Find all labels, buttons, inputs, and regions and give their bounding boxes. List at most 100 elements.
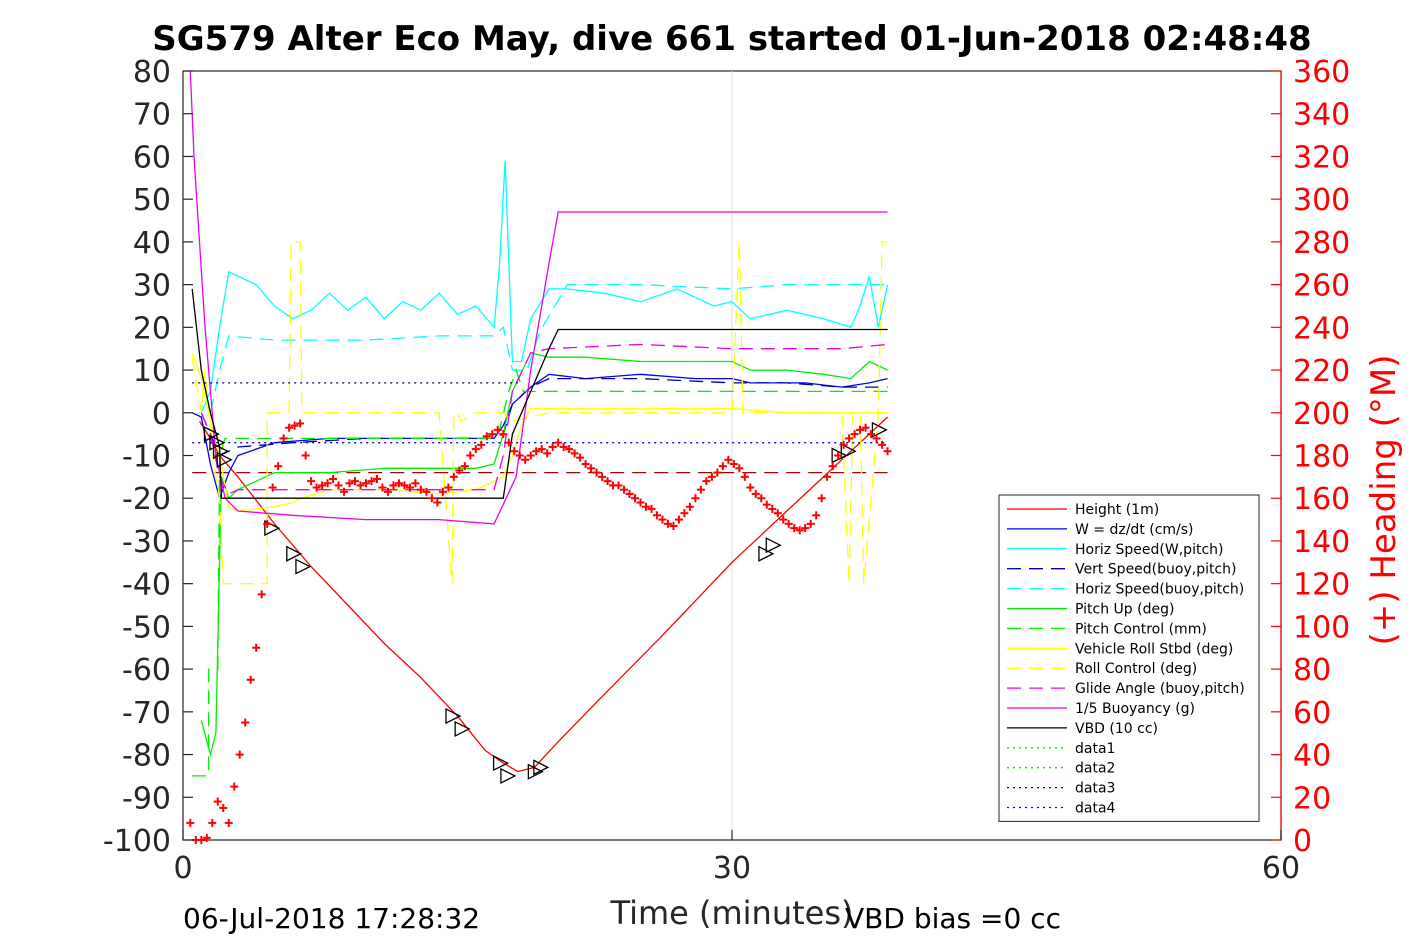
heading-point [652, 511, 661, 520]
heading-point [762, 500, 771, 509]
heading-point [784, 519, 793, 528]
y-tick-label: -90 [122, 781, 171, 816]
heading-point [510, 447, 519, 456]
heading-point [296, 419, 305, 428]
heading-point [845, 434, 854, 443]
dive-marker [533, 759, 550, 776]
series-line-6 [200, 352, 888, 758]
heading-point [674, 515, 683, 524]
heading-point [598, 472, 607, 481]
heading-layer [186, 419, 892, 844]
dive-marker [454, 720, 471, 737]
heading-point [449, 472, 458, 481]
heading-point [641, 502, 650, 511]
heading-point [576, 453, 585, 462]
series-line-7 [192, 368, 888, 777]
legend-label: data2 [1075, 761, 1115, 777]
y-axis-right: 3603403203002802602402202001801601401201… [1271, 55, 1350, 859]
dive-marker [492, 755, 510, 772]
heading-point [416, 485, 425, 494]
heading-point [405, 483, 414, 492]
dive-marker [295, 558, 312, 575]
heading-point [438, 487, 447, 496]
y-tick-label: -100 [103, 824, 171, 859]
y2-tick-label: 180 [1293, 440, 1350, 475]
heading-point [878, 440, 887, 449]
heading-point [581, 460, 590, 469]
heading-point [488, 430, 497, 439]
dive-marker [527, 763, 544, 780]
y-tick-label: -70 [122, 696, 171, 731]
heading-point [329, 474, 338, 483]
series-line-2 [191, 373, 888, 501]
dive-marker [871, 421, 888, 438]
heading-point [202, 833, 211, 842]
heading-point [285, 423, 294, 432]
legend-label: Horiz Speed(W,pitch) [1075, 542, 1223, 558]
series-line-3 [200, 160, 889, 414]
heading-point [658, 515, 667, 524]
y-axis-left: 80 70 60 50 40 30 20 10 0 -10 -20 -30 -40 -50 -60 -70 -8… [103, 55, 193, 859]
heading-point [268, 483, 277, 492]
heading-point [702, 477, 711, 486]
heading-point [636, 498, 645, 507]
y2-axis-label: (+) Heading (°M) [1364, 355, 1404, 646]
heading-point [713, 468, 722, 477]
y2-tick-label: 40 [1293, 739, 1331, 774]
heading-point [241, 718, 250, 727]
y-tick-label: -60 [122, 653, 171, 688]
x-tick-label: 30 [713, 851, 751, 886]
y2-tick-label: 360 [1293, 55, 1350, 90]
heading-point [834, 451, 843, 460]
heading-point [307, 477, 316, 486]
heading-point [389, 481, 398, 490]
y-tick-label: 0 [152, 397, 171, 432]
heading-point [444, 483, 453, 492]
footer-timestamp: 06-Jul-2018 17:28:32 [183, 902, 480, 935]
heading-point [235, 750, 244, 759]
heading-point [334, 481, 343, 490]
heading-point [691, 494, 700, 503]
y2-tick-label: 280 [1293, 226, 1350, 261]
series-layer [189, 70, 889, 777]
heading-point [685, 502, 694, 511]
y2-tick-label: 260 [1293, 269, 1350, 304]
heading-point [565, 445, 574, 454]
heading-point [548, 442, 557, 451]
legend-label: 1/5 Buoyancy (g) [1075, 701, 1195, 717]
heading-point [559, 442, 568, 451]
heading-point [757, 494, 766, 503]
legend-label: Pitch Up (deg) [1075, 602, 1174, 618]
legend-label: Pitch Control (mm) [1075, 621, 1207, 637]
heading-point [378, 483, 387, 492]
legend-label: data1 [1075, 741, 1115, 757]
heading-point [707, 472, 716, 481]
heading-point [669, 521, 678, 530]
y2-tick-label: 240 [1293, 311, 1350, 346]
heading-point [718, 462, 727, 471]
heading-point [362, 479, 370, 488]
heading-point [186, 818, 195, 827]
series-line-8 [191, 352, 888, 512]
legend-label: Height (1m) [1075, 502, 1159, 518]
heading-point [471, 445, 480, 454]
x-axis: 0 30 60 [173, 830, 1300, 886]
heading-point [570, 449, 579, 458]
heading-point [592, 468, 601, 477]
heading-point [779, 515, 788, 524]
heading-point [795, 526, 804, 535]
legend-label: data3 [1075, 781, 1115, 797]
heading-point [383, 487, 392, 496]
heading-point [647, 504, 656, 513]
heading-point [554, 438, 563, 447]
heading-point [735, 464, 744, 473]
chart-title: SG579 Alter Eco May, dive 661 started 01… [152, 19, 1311, 59]
dive-marker [286, 545, 303, 562]
heading-point [318, 481, 327, 490]
heading-point [208, 818, 217, 827]
heading-point [197, 836, 206, 844]
series-line-12 [191, 288, 888, 499]
footer-vbd-bias: VBD bias =0 cc [845, 902, 1061, 935]
dive-marker [216, 451, 233, 468]
